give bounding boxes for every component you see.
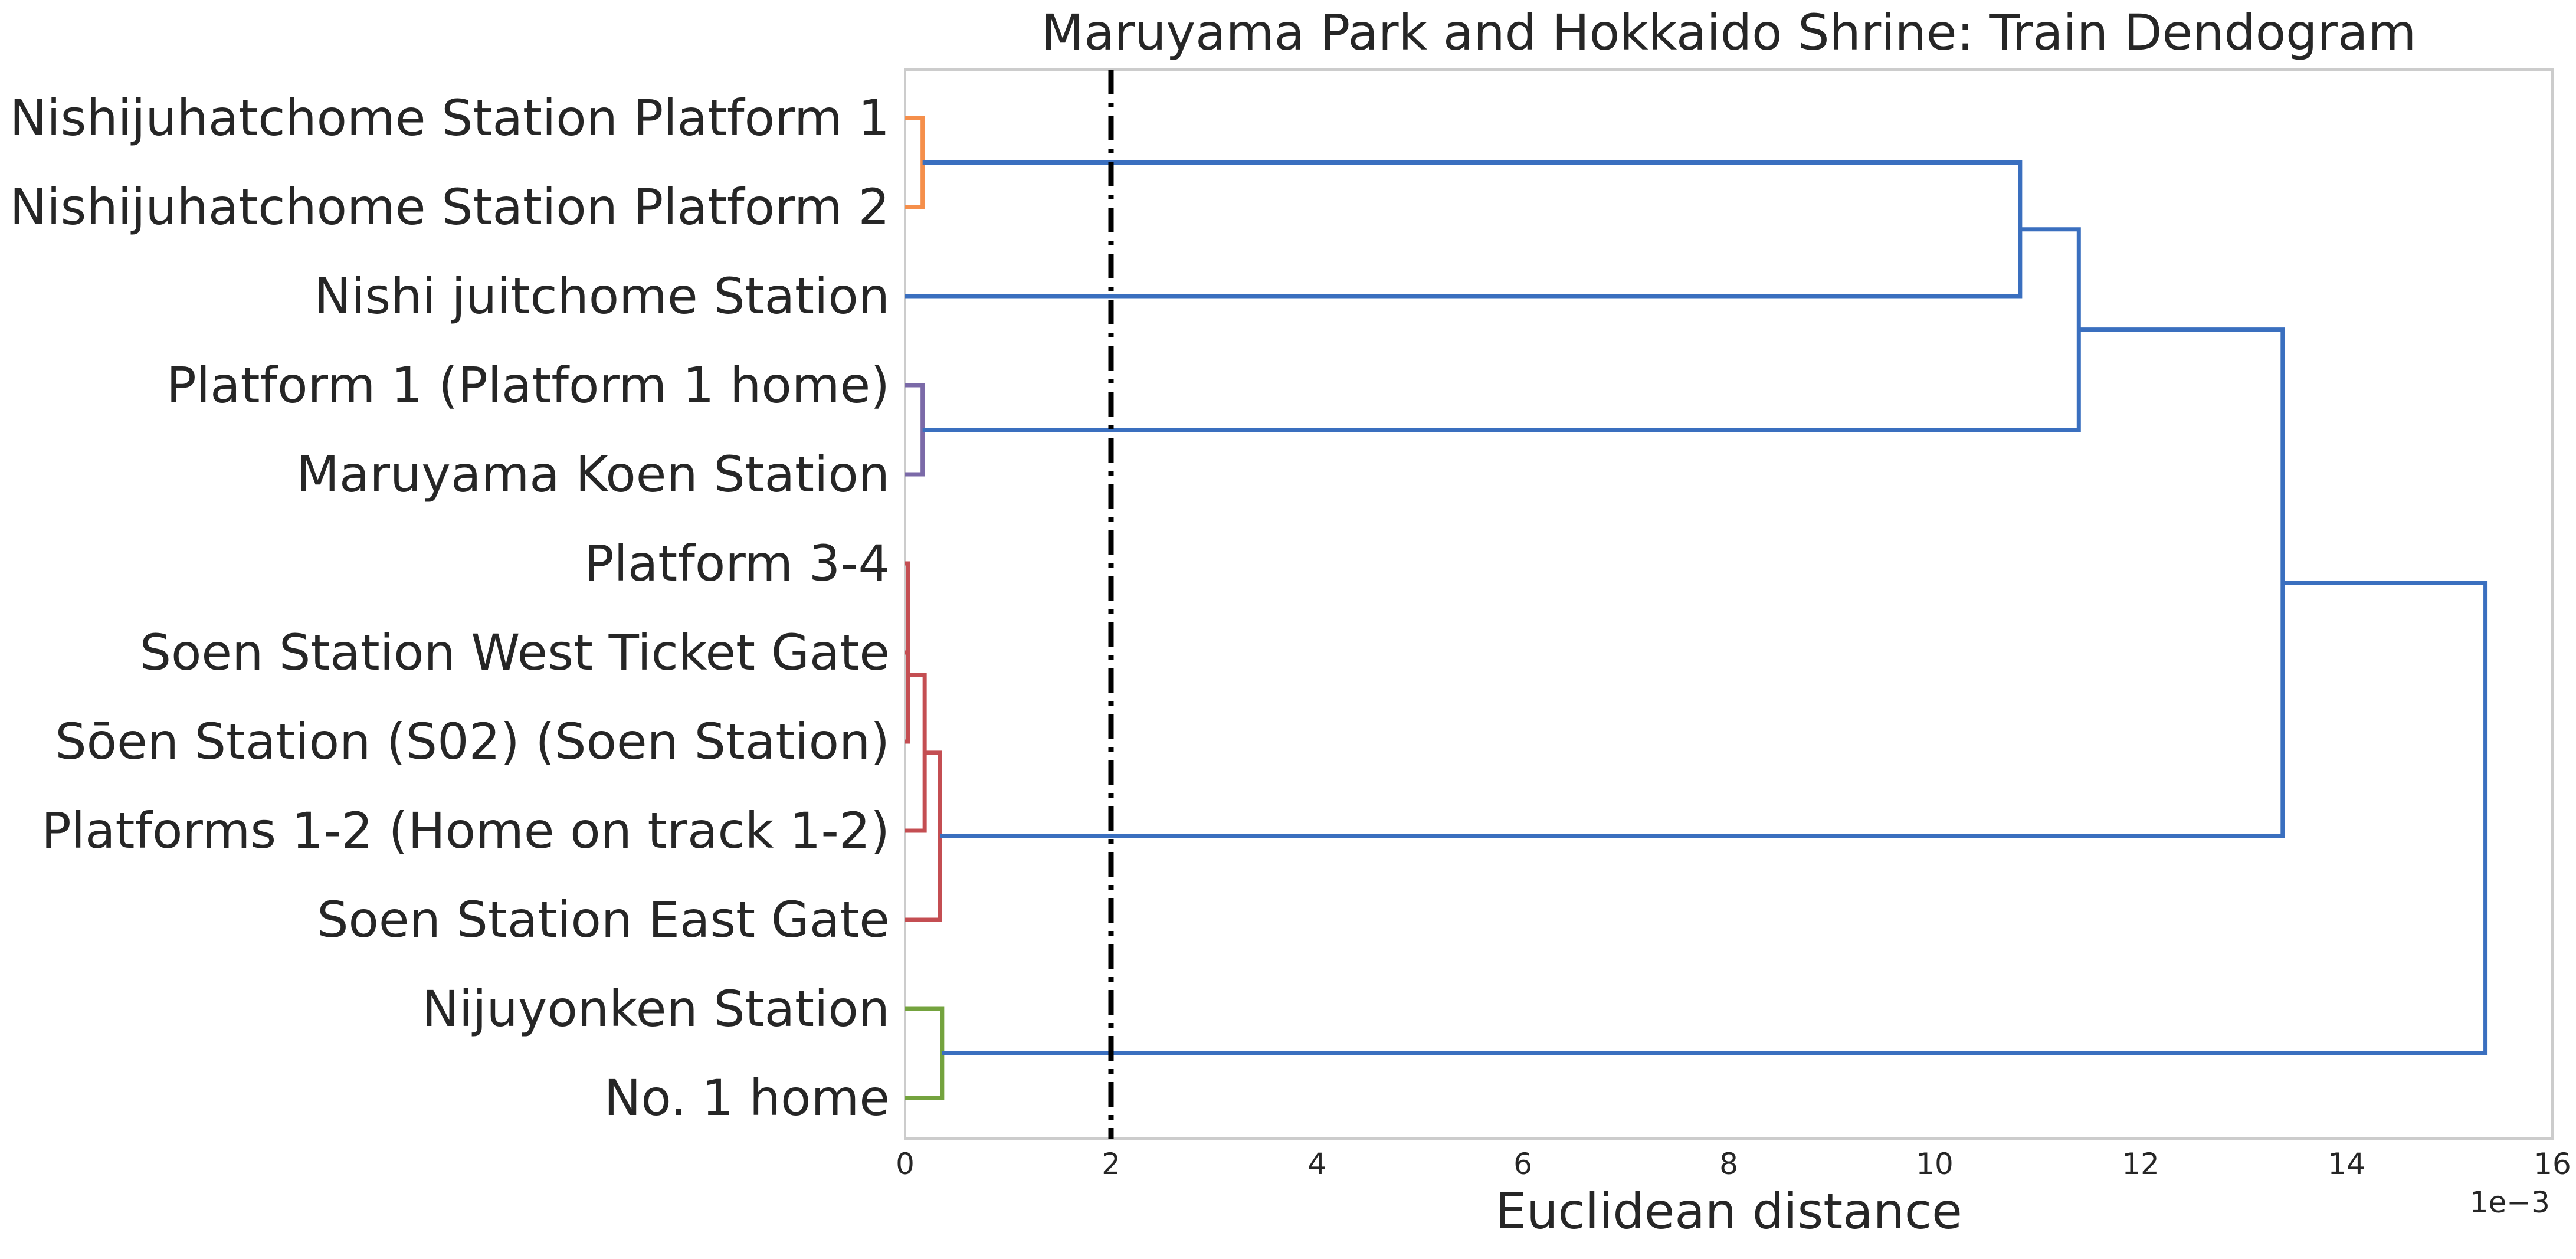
x-tick-label: 8	[1719, 1147, 1738, 1181]
leaf-label: Nishijuhatchome Station Platform 2	[10, 178, 890, 236]
chart-title: Maruyama Park and Hokkaido Shrine: Train…	[1041, 4, 2417, 61]
dendrogram-link-c4	[905, 608, 910, 744]
plot-frame	[904, 68, 2554, 1140]
leaf-labels: Nishijuhatchome Station Platform 1 Nishij…	[10, 89, 890, 1127]
x-tick-label: 0	[896, 1147, 915, 1181]
x-tick-label: 16	[2534, 1147, 2571, 1181]
dendrogram-link-c9	[922, 227, 2081, 432]
leaf-label: No. 1 home	[604, 1069, 890, 1127]
dendrogram-link-c8	[905, 160, 2023, 299]
leaf-label: Maruyama Koen Station	[297, 445, 890, 503]
x-tick-label: 12	[2122, 1147, 2159, 1181]
dendrogram-links	[905, 116, 2488, 1100]
leaf-label: Nijuyonken Station	[422, 980, 890, 1038]
dendrogram-link-c10	[940, 327, 2285, 838]
plot-spines	[904, 68, 2554, 1140]
x-tick-label: 10	[1916, 1147, 1954, 1181]
x-tick-label: 14	[2328, 1147, 2365, 1181]
x-tick-label: 4	[1307, 1147, 1326, 1181]
leaf-label: Soen Station East Gate	[317, 891, 890, 949]
x-axis-label: Euclidean distance	[1495, 1182, 1962, 1240]
leaf-label: Soen Station West Ticket Gate	[140, 624, 890, 681]
leaf-label: Sōen Station (S02) (Soen Station)	[55, 713, 890, 771]
leaf-label: Platform 3-4	[584, 535, 890, 592]
x-tick-label: 6	[1513, 1147, 1532, 1181]
dendrogram-link-c11	[942, 581, 2488, 1055]
x-axis-scale-label: 1e−3	[2470, 1185, 2550, 1219]
leaf-label: Nishijuhatchome Station Platform 1	[10, 89, 890, 147]
leaf-label: Nishi juitchome Station	[314, 267, 890, 325]
leaf-label: Platforms 1-2 (Home on track 1-2)	[41, 802, 890, 860]
leaf-label: Platform 1 (Platform 1 home)	[166, 356, 890, 414]
x-axis-ticks: 0 2 4 6 8 10 12 14 16	[896, 1147, 2571, 1181]
dendrogram-link-c2	[905, 383, 925, 477]
x-tick-label: 2	[1102, 1147, 1120, 1181]
dendrogram-link-c1	[905, 116, 925, 209]
dendrogram-link-c7	[905, 1006, 945, 1100]
